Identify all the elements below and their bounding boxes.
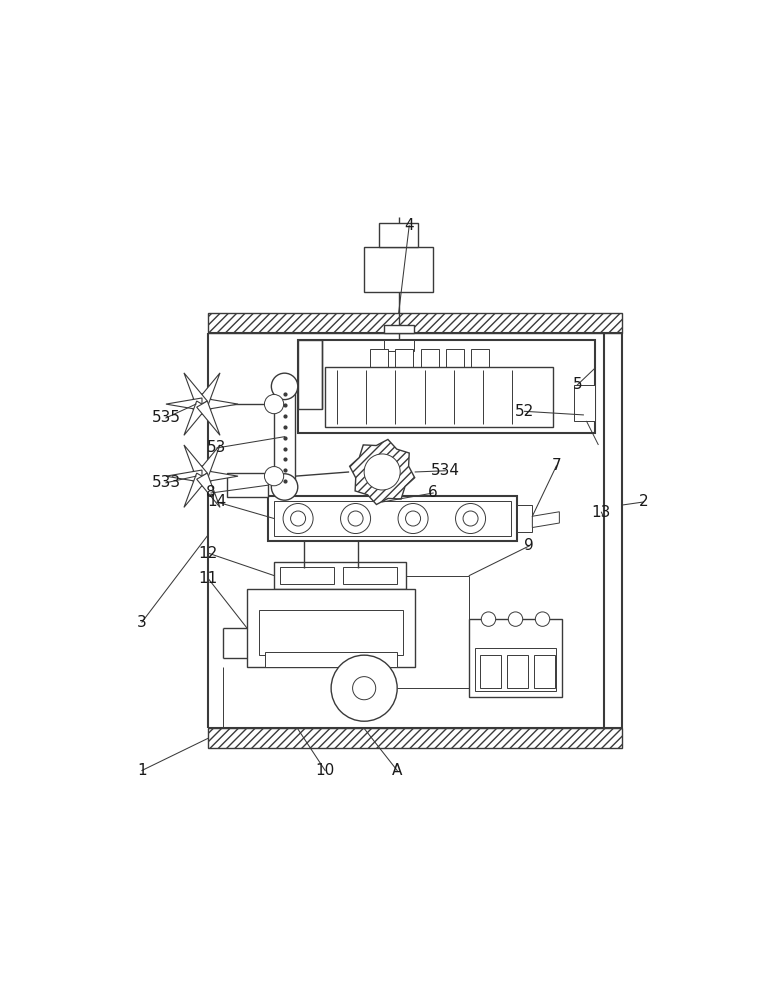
Bar — [259, 610, 403, 655]
Bar — [208, 728, 622, 748]
Circle shape — [283, 503, 313, 534]
Circle shape — [271, 474, 298, 500]
Bar — [421, 349, 439, 373]
Bar — [326, 367, 553, 427]
Bar — [298, 340, 322, 409]
Circle shape — [271, 373, 298, 400]
Polygon shape — [166, 470, 202, 482]
Text: 9: 9 — [525, 538, 534, 553]
Circle shape — [264, 467, 284, 486]
Bar — [265, 652, 397, 667]
Polygon shape — [184, 401, 207, 435]
Polygon shape — [532, 512, 560, 528]
Bar — [518, 505, 532, 532]
Polygon shape — [184, 473, 207, 507]
Text: 533: 533 — [151, 475, 181, 490]
Polygon shape — [184, 445, 207, 479]
Bar — [384, 325, 414, 333]
Polygon shape — [202, 470, 238, 482]
Bar — [343, 567, 398, 584]
Polygon shape — [197, 473, 220, 507]
Bar — [370, 349, 388, 373]
Text: 7: 7 — [552, 458, 561, 473]
Circle shape — [348, 511, 363, 526]
Circle shape — [191, 466, 212, 486]
Bar — [470, 619, 563, 697]
Text: 52: 52 — [515, 404, 534, 419]
Bar — [227, 473, 268, 497]
Polygon shape — [166, 398, 202, 410]
Text: 2: 2 — [639, 494, 648, 509]
Bar — [475, 648, 556, 691]
Polygon shape — [197, 373, 220, 407]
Bar — [274, 562, 406, 589]
Circle shape — [291, 511, 305, 526]
Bar — [471, 349, 489, 373]
Circle shape — [264, 394, 284, 414]
Polygon shape — [184, 373, 207, 407]
Circle shape — [398, 503, 428, 534]
Bar — [364, 247, 433, 292]
Bar — [268, 496, 518, 541]
Text: A: A — [392, 763, 402, 778]
Bar — [247, 589, 415, 667]
Bar — [379, 223, 418, 247]
Circle shape — [456, 503, 486, 534]
Circle shape — [508, 612, 522, 626]
Text: 6: 6 — [429, 485, 438, 500]
Bar — [384, 340, 414, 351]
Bar — [480, 655, 501, 688]
Bar — [534, 655, 555, 688]
Text: 8: 8 — [206, 485, 215, 500]
Bar — [574, 385, 595, 421]
Circle shape — [353, 677, 376, 700]
Polygon shape — [197, 401, 220, 435]
Circle shape — [463, 511, 478, 526]
Text: 5: 5 — [573, 377, 582, 392]
Bar — [274, 386, 295, 487]
Polygon shape — [350, 439, 415, 504]
Text: 12: 12 — [198, 546, 218, 561]
Circle shape — [191, 394, 212, 414]
Polygon shape — [197, 445, 220, 479]
Bar — [208, 313, 622, 333]
Text: 13: 13 — [592, 505, 611, 520]
Bar — [280, 567, 334, 584]
Text: 534: 534 — [431, 463, 460, 478]
Circle shape — [481, 612, 496, 626]
Text: 11: 11 — [198, 571, 218, 586]
Circle shape — [405, 511, 421, 526]
Text: 14: 14 — [208, 494, 226, 509]
Polygon shape — [202, 398, 238, 410]
Circle shape — [364, 454, 400, 490]
Bar — [507, 655, 528, 688]
Text: 3: 3 — [137, 615, 146, 630]
Text: 53: 53 — [208, 440, 226, 455]
Circle shape — [536, 612, 549, 626]
Text: 535: 535 — [151, 410, 181, 425]
Text: 1: 1 — [137, 763, 146, 778]
Bar — [298, 340, 595, 433]
Circle shape — [331, 655, 397, 721]
Bar — [446, 349, 464, 373]
Text: 10: 10 — [315, 763, 335, 778]
Text: 4: 4 — [405, 218, 414, 233]
Bar — [274, 501, 512, 536]
Circle shape — [340, 503, 370, 534]
Bar — [395, 349, 413, 373]
